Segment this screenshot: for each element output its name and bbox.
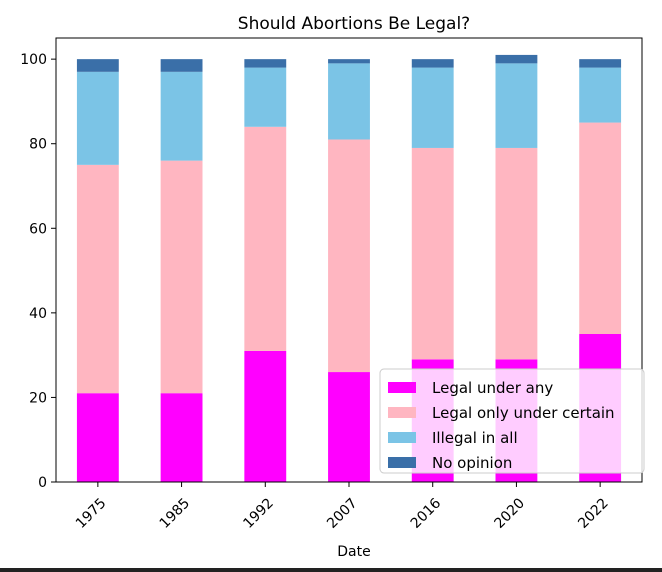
bar-1992-series-0	[244, 350, 287, 482]
bar-1992-series-3	[244, 59, 287, 68]
bar-1992-series-2	[244, 67, 287, 127]
y-tick-label: 100	[20, 52, 47, 68]
bar-1985-series-2	[160, 71, 203, 161]
y-tick-label: 60	[29, 221, 47, 237]
bar-2022-series-2	[579, 67, 622, 123]
legend-entry: Legal under any	[432, 379, 553, 397]
bar-1992-series-1	[244, 126, 287, 351]
legend-swatch	[388, 407, 416, 418]
x-tick-label: 2020	[492, 495, 529, 532]
x-tick-label: 2022	[575, 495, 612, 532]
y-tick-label: 0	[38, 475, 47, 491]
bar-1975-series-3	[76, 59, 119, 72]
bar-1985-series-1	[160, 160, 203, 394]
legend-box	[379, 368, 645, 474]
legend-swatch	[388, 432, 416, 443]
chart-title: Should Abortions Be Legal?	[238, 14, 470, 34]
bar-1975-series-2	[76, 71, 119, 165]
bar-2016-series-1	[411, 147, 454, 360]
y-tick-label: 80	[29, 137, 47, 153]
bar-2007-series-2	[328, 63, 370, 140]
y-tick-label: 40	[29, 306, 47, 322]
bar-2007-series-1	[328, 139, 370, 373]
bar-1975-series-1	[76, 164, 119, 394]
bar-1975-series-0	[76, 393, 119, 482]
x-tick-label: 1985	[157, 495, 194, 532]
bar-2022-series-1	[579, 122, 622, 334]
legend-entry: No opinion	[432, 454, 512, 472]
bar-2020-series-3	[495, 54, 538, 64]
bottom-rule	[0, 568, 662, 572]
bar-2016-series-3	[411, 59, 454, 68]
legend-swatch	[388, 382, 416, 393]
y-tick-label: 20	[29, 390, 47, 406]
bar-1985-series-3	[160, 59, 203, 72]
x-axis-label: Date	[337, 544, 370, 560]
bar-2022-series-3	[579, 59, 622, 68]
legend-entry: Legal only under certain	[432, 404, 615, 422]
bar-2007-series-3	[328, 59, 370, 64]
bar-2020-series-1	[495, 147, 538, 360]
x-tick-label: 1992	[240, 495, 277, 532]
bar-2007-series-0	[328, 372, 370, 482]
x-tick-label: 2007	[324, 495, 361, 532]
x-tick-label: 1975	[73, 495, 110, 532]
legend-swatch	[388, 457, 416, 468]
bar-2016-series-2	[411, 67, 454, 148]
x-tick-label: 2016	[408, 495, 445, 532]
bar-1985-series-0	[160, 393, 203, 482]
legend: Legal under any Legal only under certain I…	[379, 368, 645, 474]
bar-2020-series-2	[495, 63, 538, 148]
legend-entry: Illegal in all	[432, 429, 518, 447]
